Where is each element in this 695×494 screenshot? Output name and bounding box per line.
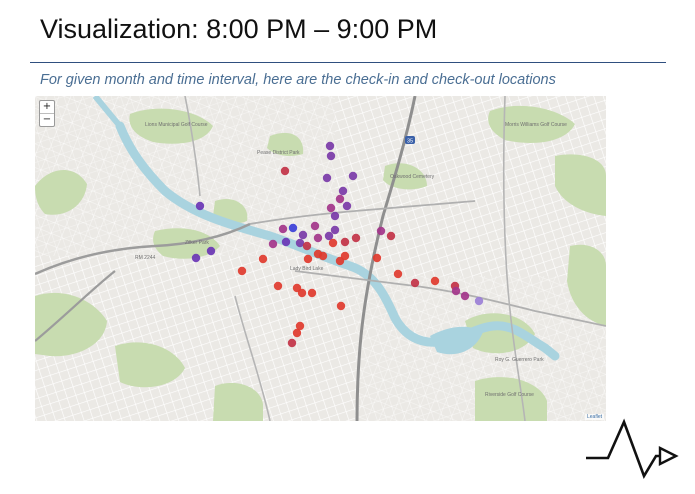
zoom-in-button[interactable]: + (40, 101, 54, 114)
checkin-marker[interactable] (338, 186, 348, 196)
map-label: Oakwood Cemetery (390, 174, 435, 180)
map-label: Pease District Park (257, 150, 300, 156)
park-areas (35, 105, 606, 421)
checkin-marker[interactable] (430, 276, 440, 286)
map-label: RM 2244 (135, 255, 156, 261)
checkin-marker[interactable] (195, 201, 205, 211)
highways (35, 96, 606, 421)
checkin-marker[interactable] (307, 288, 317, 298)
map-label: Morris Williams Golf Course (505, 122, 567, 128)
map-label: Riverside Golf Course (485, 392, 534, 398)
checkin-marker[interactable] (410, 278, 420, 288)
checkin-marker[interactable] (376, 226, 386, 236)
map-view[interactable]: Lions Municipal Golf Course Pease Distri… (35, 96, 606, 421)
checkin-marker[interactable] (372, 253, 382, 263)
checkin-marker[interactable] (278, 224, 288, 234)
map-label: Roy G. Guerrero Park (495, 357, 544, 363)
map-attribution[interactable]: Leaflet (584, 414, 604, 420)
map-label: Lady Bird Lake (290, 266, 324, 272)
checkin-marker[interactable] (288, 223, 298, 233)
map-label: Lions Municipal Golf Course (145, 122, 208, 128)
river (92, 96, 560, 361)
checkin-marker[interactable] (295, 238, 305, 248)
checkin-marker[interactable] (324, 231, 334, 241)
checkin-marker[interactable] (298, 230, 308, 240)
zoom-out-button[interactable]: − (42, 114, 52, 125)
checkin-marker[interactable] (328, 238, 338, 248)
checkin-marker[interactable] (348, 171, 358, 181)
interstate-shield-icon (405, 136, 415, 144)
checkin-marker[interactable] (351, 233, 361, 243)
checkin-markers (191, 141, 484, 348)
checkin-marker[interactable] (325, 141, 335, 151)
map-labels: Lions Municipal Golf Course Pease Distri… (135, 122, 567, 398)
checkin-marker[interactable] (335, 194, 345, 204)
checkin-marker[interactable] (313, 233, 323, 243)
checkin-marker[interactable] (393, 269, 403, 279)
checkin-marker[interactable] (460, 291, 470, 301)
checkin-marker[interactable] (258, 254, 268, 264)
checkin-marker[interactable] (268, 239, 278, 249)
checkin-marker[interactable] (292, 328, 302, 338)
checkin-marker[interactable] (287, 338, 297, 348)
zoom-control: + − (39, 100, 55, 127)
checkin-marker[interactable] (474, 296, 484, 306)
checkin-marker[interactable] (206, 246, 216, 256)
title-divider (30, 62, 666, 63)
checkin-marker[interactable] (280, 166, 290, 176)
checkin-marker[interactable] (313, 249, 323, 259)
map-label: Zilker Park (185, 240, 209, 246)
checkin-marker[interactable] (330, 211, 340, 221)
checkin-marker[interactable] (191, 253, 201, 263)
pulse-logo-icon (586, 418, 679, 479)
checkin-marker[interactable] (326, 151, 336, 161)
checkin-marker[interactable] (342, 201, 352, 211)
checkin-marker[interactable] (281, 237, 291, 247)
checkin-marker[interactable] (295, 321, 305, 331)
checkin-marker[interactable] (302, 241, 312, 251)
checkin-marker[interactable] (340, 251, 350, 261)
checkin-marker[interactable] (297, 288, 307, 298)
slide-title: Visualization: 8:00 PM – 9:00 PM (40, 14, 438, 44)
checkin-marker[interactable] (237, 266, 247, 276)
slide-subtitle: For given month and time interval, here … (40, 72, 556, 88)
map-canvas[interactable]: Lions Municipal Golf Course Pease Distri… (35, 96, 606, 421)
interstate-shield-label: 35 (407, 139, 413, 145)
checkin-marker[interactable] (310, 221, 320, 231)
checkin-marker[interactable] (273, 281, 283, 291)
checkin-marker[interactable] (340, 237, 350, 247)
checkin-marker[interactable] (330, 225, 340, 235)
checkin-marker[interactable] (322, 173, 332, 183)
checkin-marker[interactable] (451, 286, 461, 296)
checkin-marker[interactable] (326, 203, 336, 213)
checkin-marker[interactable] (386, 231, 396, 241)
checkin-marker[interactable] (336, 301, 346, 311)
checkin-marker[interactable] (303, 254, 313, 264)
